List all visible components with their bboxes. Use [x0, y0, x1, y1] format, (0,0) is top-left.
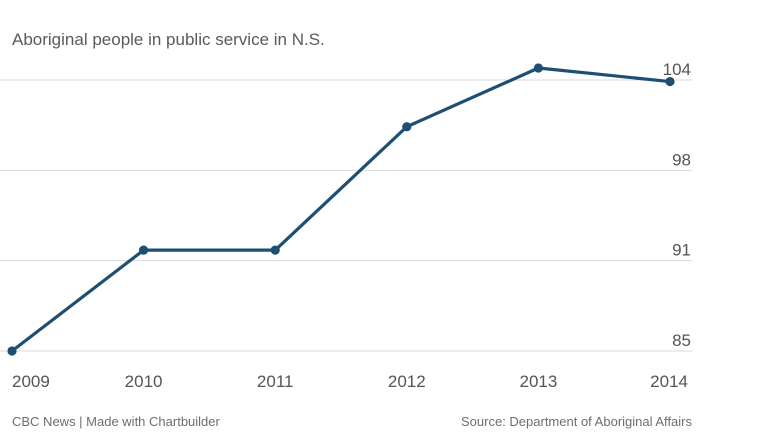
- x-tick-label: 2011: [257, 372, 294, 391]
- data-point: [270, 245, 280, 255]
- source-text: Source: Department of Aboriginal Affairs: [461, 414, 692, 429]
- x-tick-label: 2012: [388, 372, 426, 391]
- y-tick-label: 98: [672, 150, 691, 169]
- y-tick-label: 85: [672, 331, 691, 350]
- y-tick-label: 91: [672, 241, 691, 260]
- series-line: [11, 66, 671, 353]
- y-tick-label: 104: [663, 60, 691, 79]
- credit-text: CBC News | Made with Chartbuilder: [12, 414, 220, 429]
- x-axis-tick-labels: 2009 2010 2011 2012 2013 2014: [12, 372, 688, 391]
- data-point: [139, 245, 149, 255]
- series-lines: [11, 66, 671, 353]
- x-tick-label: 2013: [519, 372, 557, 391]
- gridlines: [0, 79, 692, 352]
- data-point: [533, 63, 544, 73]
- chart-title: Aboriginal people in public service in N…: [12, 30, 325, 49]
- data-points: [7, 63, 675, 356]
- data-point: [7, 346, 17, 356]
- x-tick-label: 2014: [650, 372, 688, 391]
- x-tick-label: 2010: [125, 372, 163, 391]
- x-tick-label: 2009: [12, 372, 50, 391]
- y-axis-tick-labels: 85 91 98 104: [663, 60, 691, 350]
- data-point: [402, 122, 412, 132]
- data-point: [665, 76, 675, 87]
